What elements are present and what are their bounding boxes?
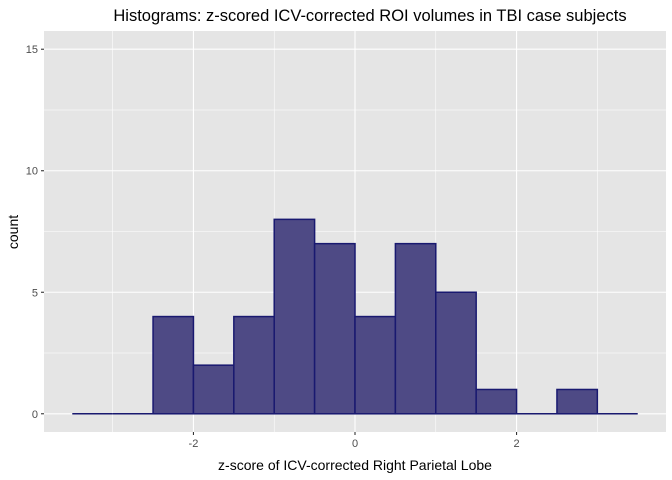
chart-title: Histograms: z-scored ICV-corrected ROI v…	[113, 7, 626, 25]
histogram-bar	[273, 218, 316, 415]
y-tick-label: 5	[32, 287, 38, 299]
histogram-bar	[556, 388, 599, 415]
x-axis-title: z-score of ICV-corrected Right Parietal …	[218, 457, 492, 473]
histogram-bar	[313, 242, 356, 415]
x-tick-label: 2	[513, 438, 519, 450]
histogram-bar	[435, 291, 477, 415]
x-tick-label: 0	[352, 438, 358, 450]
y-tick-label: 0	[32, 409, 38, 421]
x-tick-label: -2	[189, 438, 199, 450]
x-axis-ticks: -2 0 2	[189, 432, 520, 450]
histogram-bar	[152, 315, 195, 415]
y-tick-label: 15	[26, 44, 38, 56]
y-axis-ticks: 0 5 10 15	[26, 44, 44, 421]
y-tick-label: 10	[26, 166, 38, 178]
y-axis-title: count	[5, 215, 21, 249]
histogram-bar	[354, 315, 397, 415]
histogram-bar	[475, 388, 518, 415]
histogram-bar	[394, 242, 437, 415]
histogram-bar	[233, 315, 275, 415]
histogram-bar	[192, 364, 235, 415]
histogram-bars	[72, 218, 638, 415]
